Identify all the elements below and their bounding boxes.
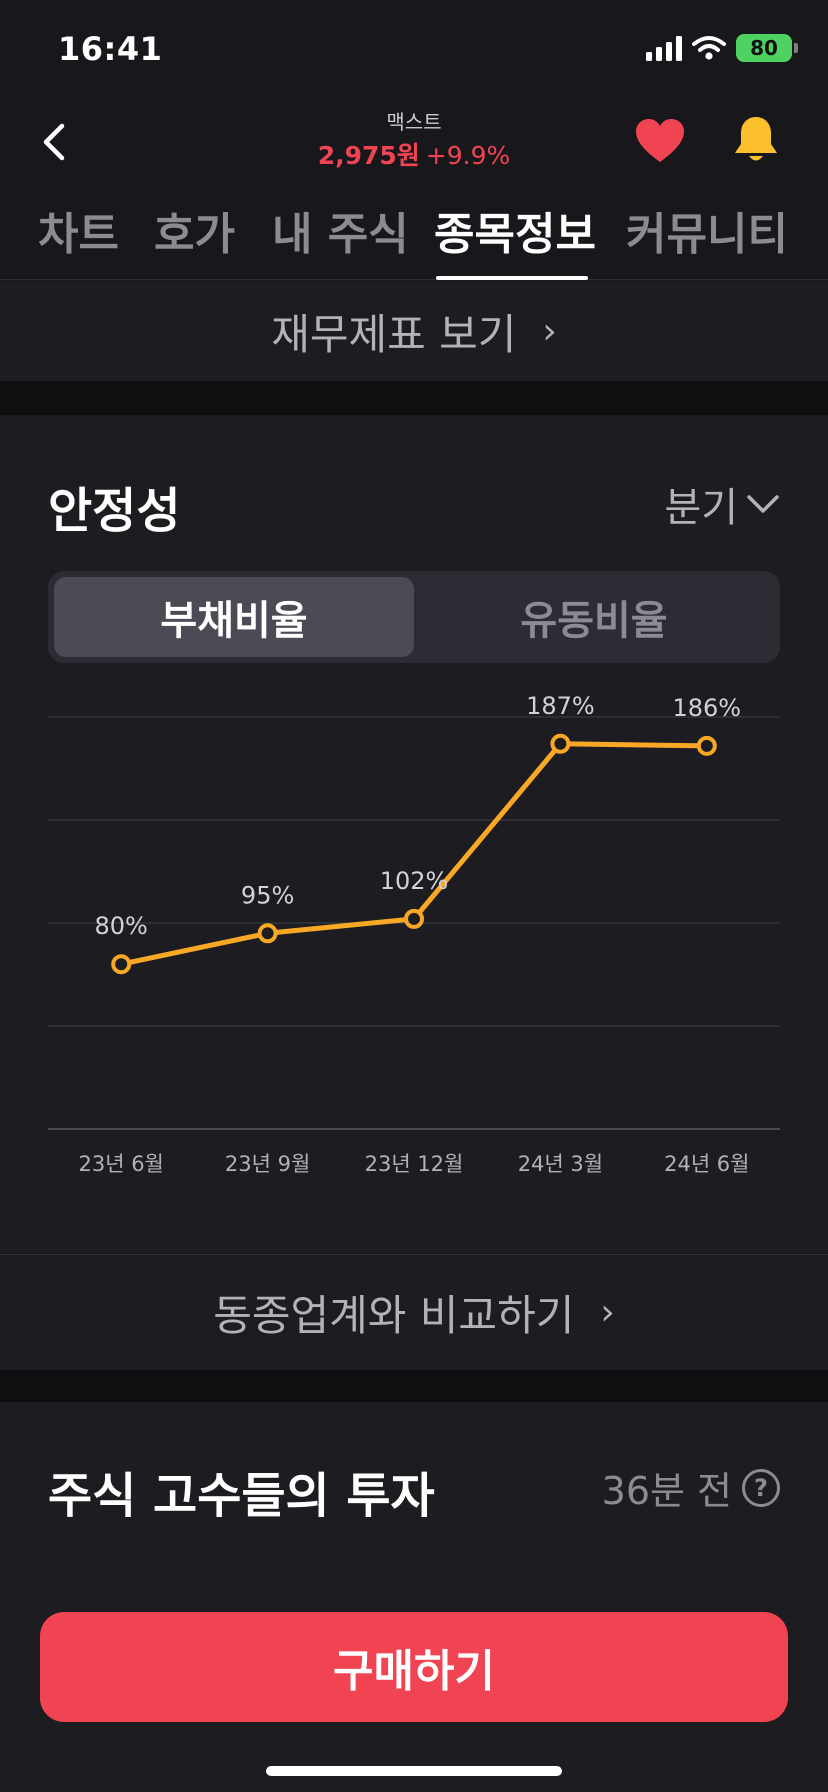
home-indicator	[266, 1766, 562, 1776]
financial-statements-label: 재무제표 보기	[271, 309, 517, 359]
segment-debt-ratio[interactable]: 부채비율	[54, 577, 414, 657]
section-divider	[0, 1370, 828, 1402]
section-divider	[0, 381, 828, 415]
chart-data-label: 187%	[526, 695, 595, 720]
status-icons: 80	[646, 34, 798, 62]
chart-series	[111, 733, 717, 975]
notification-button[interactable]	[728, 112, 784, 168]
chevron-left-icon	[43, 123, 65, 161]
stock-change: +9.9%	[425, 141, 511, 170]
chart-point	[404, 908, 424, 929]
tab-my-stock[interactable]: 내 주식	[272, 209, 409, 260]
tab-bar: 차트 호가 내 주식 종목정보 커뮤니티	[0, 192, 828, 280]
chart-point	[550, 733, 571, 754]
chart-data-label: 80%	[95, 912, 148, 940]
tab-orderbook[interactable]: 호가	[154, 209, 235, 260]
chart-x-tick-label: 23년 12월	[365, 1152, 464, 1176]
debt-ratio-line-chart: 80% 23년 6월 95% 23년 9월 102% 23년 12월 187% 24년 3월 1…	[48, 695, 780, 1176]
update-time: 36분 전 ?	[602, 1460, 780, 1515]
chart-grid	[48, 716, 780, 1130]
chart-point	[696, 735, 717, 756]
chart-x-tick-label: 23년 9월	[225, 1152, 310, 1176]
wifi-icon	[692, 36, 726, 60]
help-icon[interactable]: ?	[742, 1468, 780, 1507]
chart-x-tick-label: 24년 6월	[664, 1152, 749, 1176]
favorite-button[interactable]	[632, 114, 688, 170]
heart-icon	[636, 119, 684, 162]
period-dropdown[interactable]: 분기	[664, 475, 780, 533]
chart-data-label: 95%	[241, 881, 294, 909]
chevron-right-icon: ›	[600, 1292, 615, 1333]
segment-current-ratio[interactable]: 유동비율	[520, 598, 668, 644]
tab-stock-info[interactable]: 종목정보	[434, 209, 596, 260]
stability-section: 안정성 분기 부채비율 유동비율 80% 23년 6월 95% 23년 9월 102% 2…	[0, 415, 828, 1253]
peer-comparison-link[interactable]: 동종업계와 비교하기 ›	[0, 1254, 828, 1370]
ratio-segment-control: 부채비율 유동비율	[48, 571, 780, 663]
chart-x-tick-label: 24년 3월	[518, 1152, 603, 1176]
stock-name: 맥스트	[386, 110, 442, 134]
chevron-down-icon	[747, 495, 779, 513]
expert-investors-section: 주식 고수들의 투자 36분 전 ?	[0, 1402, 828, 1792]
chevron-right-icon: ›	[542, 310, 557, 352]
stability-title: 안정성	[48, 483, 181, 539]
chart-labels: 80% 23년 6월 95% 23년 9월 102% 23년 12월 187% 24년 3월 1…	[78, 695, 749, 1176]
chart-point	[257, 923, 278, 944]
chart-series-line	[118, 741, 710, 967]
back-button[interactable]	[24, 112, 84, 172]
active-tab-indicator	[436, 276, 588, 280]
chart-data-label: 186%	[672, 695, 741, 722]
expert-investors-title: 주식 고수들의 투자	[48, 1468, 435, 1524]
cellular-signal-icon	[646, 35, 682, 61]
chart-x-tick-label: 23년 6월	[78, 1152, 163, 1176]
tab-community[interactable]: 커뮤니티	[626, 209, 788, 260]
stock-price: 2,975원	[317, 141, 420, 170]
financial-statements-link[interactable]: 재무제표 보기 ›	[0, 281, 828, 381]
update-time-label: 36분 전	[601, 1469, 732, 1513]
stock-header: 맥스트 2,975원 +9.9%	[0, 96, 828, 192]
battery-icon: 80	[736, 34, 798, 62]
battery-level: 80	[750, 36, 778, 60]
period-label: 분기	[664, 485, 738, 531]
tab-chart[interactable]: 차트	[38, 209, 119, 260]
buy-button[interactable]: 구매하기	[40, 1612, 788, 1722]
peer-comparison-label: 동종업계와 비교하기	[213, 1291, 575, 1340]
bell-icon	[735, 117, 777, 161]
stock-price-row: 2,975원 +9.9%	[0, 136, 828, 172]
status-bar: 16:41 80	[0, 0, 828, 96]
chart-data-label: 102%	[380, 867, 449, 895]
chart-point	[111, 954, 132, 975]
status-time: 16:41	[58, 30, 163, 68]
